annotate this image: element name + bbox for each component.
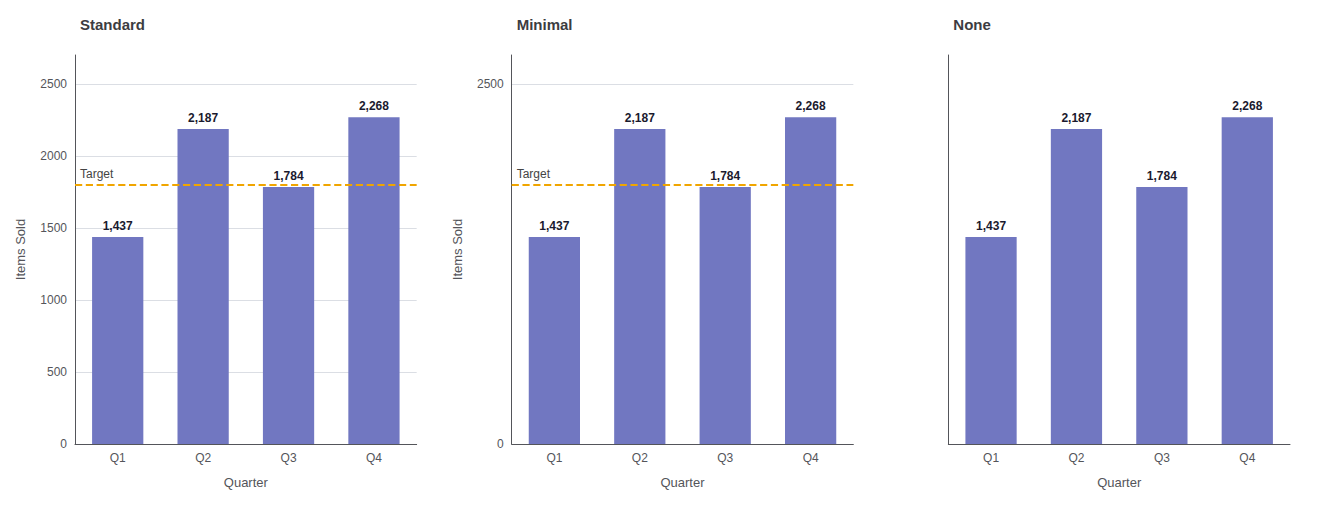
svg-text:Q1: Q1	[983, 451, 999, 465]
svg-text:2500: 2500	[40, 77, 67, 91]
svg-text:2,268: 2,268	[359, 99, 389, 113]
svg-text:Target: Target	[80, 167, 114, 181]
svg-text:2,268: 2,268	[796, 99, 826, 113]
svg-text:Q1: Q1	[110, 451, 126, 465]
svg-text:2,187: 2,187	[188, 111, 218, 125]
svg-text:500: 500	[47, 365, 67, 379]
svg-text:1,784: 1,784	[710, 169, 740, 183]
svg-text:1,784: 1,784	[1147, 169, 1177, 183]
svg-text:Q4: Q4	[1239, 451, 1255, 465]
svg-text:Q3: Q3	[281, 451, 297, 465]
svg-text:1000: 1000	[40, 293, 67, 307]
svg-text:Items Sold: Items Sold	[450, 219, 465, 280]
svg-text:Quarter: Quarter	[660, 475, 705, 490]
svg-text:2,268: 2,268	[1232, 99, 1262, 113]
svg-text:1,437: 1,437	[103, 219, 133, 233]
svg-text:2,187: 2,187	[625, 111, 655, 125]
svg-text:2,187: 2,187	[1061, 111, 1091, 125]
svg-text:Standard: Standard	[80, 16, 145, 33]
svg-text:Q4: Q4	[803, 451, 819, 465]
svg-text:Q2: Q2	[195, 451, 211, 465]
svg-text:Q2: Q2	[632, 451, 648, 465]
svg-text:0: 0	[497, 437, 504, 451]
svg-text:Q3: Q3	[717, 451, 733, 465]
svg-text:0: 0	[60, 437, 67, 451]
svg-text:Quarter: Quarter	[224, 475, 269, 490]
svg-text:Q3: Q3	[1154, 451, 1170, 465]
svg-text:1,437: 1,437	[976, 219, 1006, 233]
svg-text:Quarter: Quarter	[1097, 475, 1142, 490]
svg-text:Q2: Q2	[1068, 451, 1084, 465]
svg-text:2500: 2500	[477, 77, 504, 91]
svg-text:Minimal: Minimal	[517, 16, 573, 33]
svg-text:Q4: Q4	[366, 451, 382, 465]
svg-text:None: None	[953, 16, 991, 33]
svg-text:Q1: Q1	[546, 451, 562, 465]
svg-text:1,437: 1,437	[539, 219, 569, 233]
svg-text:Target: Target	[517, 167, 551, 181]
svg-text:1,784: 1,784	[274, 169, 304, 183]
svg-text:Items Sold: Items Sold	[13, 219, 28, 280]
svg-text:2000: 2000	[40, 149, 67, 163]
svg-text:1500: 1500	[40, 221, 67, 235]
